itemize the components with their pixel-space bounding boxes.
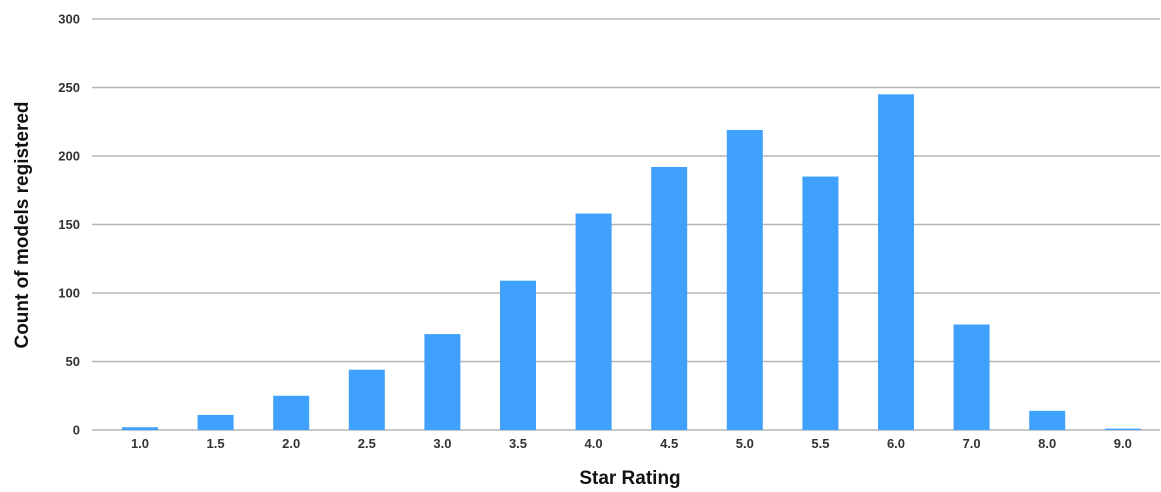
x-tick-label: 1.0: [131, 436, 149, 451]
x-tick-label: 2.0: [282, 436, 300, 451]
y-tick-label: 200: [58, 149, 80, 164]
bar-8.0: [1029, 410, 1066, 430]
x-tick-label: 4.0: [585, 436, 603, 451]
bar-7.0: [953, 324, 990, 430]
y-tick-label: 300: [58, 12, 80, 27]
bar-1.0: [122, 427, 158, 430]
y-tick-label: 100: [58, 286, 80, 301]
x-tick-label: 7.0: [963, 436, 981, 451]
x-tick-label: 8.0: [1038, 436, 1056, 451]
bar-1.5: [197, 414, 234, 430]
x-axis-title: Star Rating: [579, 468, 680, 489]
bar-4.5: [651, 166, 688, 430]
bar-4.0: [575, 213, 612, 430]
bar-9.0: [1104, 428, 1141, 430]
x-tick-label: 3.5: [509, 436, 527, 451]
y-tick-label: 50: [66, 354, 80, 369]
bar-3.5: [500, 280, 536, 430]
bar-5.5: [802, 176, 839, 430]
y-axis-title: Count of models registered: [12, 101, 33, 348]
y-tick-label: 0: [73, 423, 80, 438]
x-tick-label: 6.0: [887, 436, 905, 451]
x-tick-label: 4.5: [660, 436, 678, 451]
bar-5.0: [726, 129, 763, 430]
y-axis-ticks: 0 50 100 150 200 250 300: [58, 12, 80, 438]
y-tick-label: 250: [58, 80, 80, 95]
y-tick-label: 150: [58, 217, 80, 232]
x-axis-ticks: 1.0 1.5 2.0 2.5 3.0 3.5 4.0 4.5 5.0 5.5 6.0 7.0 8.0 9…: [131, 436, 1132, 451]
bar-6.0: [878, 94, 914, 430]
x-tick-label: 1.5: [207, 436, 225, 451]
x-tick-label: 2.5: [358, 436, 376, 451]
bars: [122, 94, 1141, 430]
bar-2.0: [273, 395, 310, 430]
gridlines: [92, 18, 1160, 431]
x-tick-label: 5.0: [736, 436, 754, 451]
x-tick-label: 5.5: [811, 436, 829, 451]
bar-2.5: [348, 369, 385, 430]
x-tick-label: 3.0: [433, 436, 451, 451]
bar-3.0: [424, 334, 461, 430]
x-tick-label: 9.0: [1114, 436, 1132, 451]
